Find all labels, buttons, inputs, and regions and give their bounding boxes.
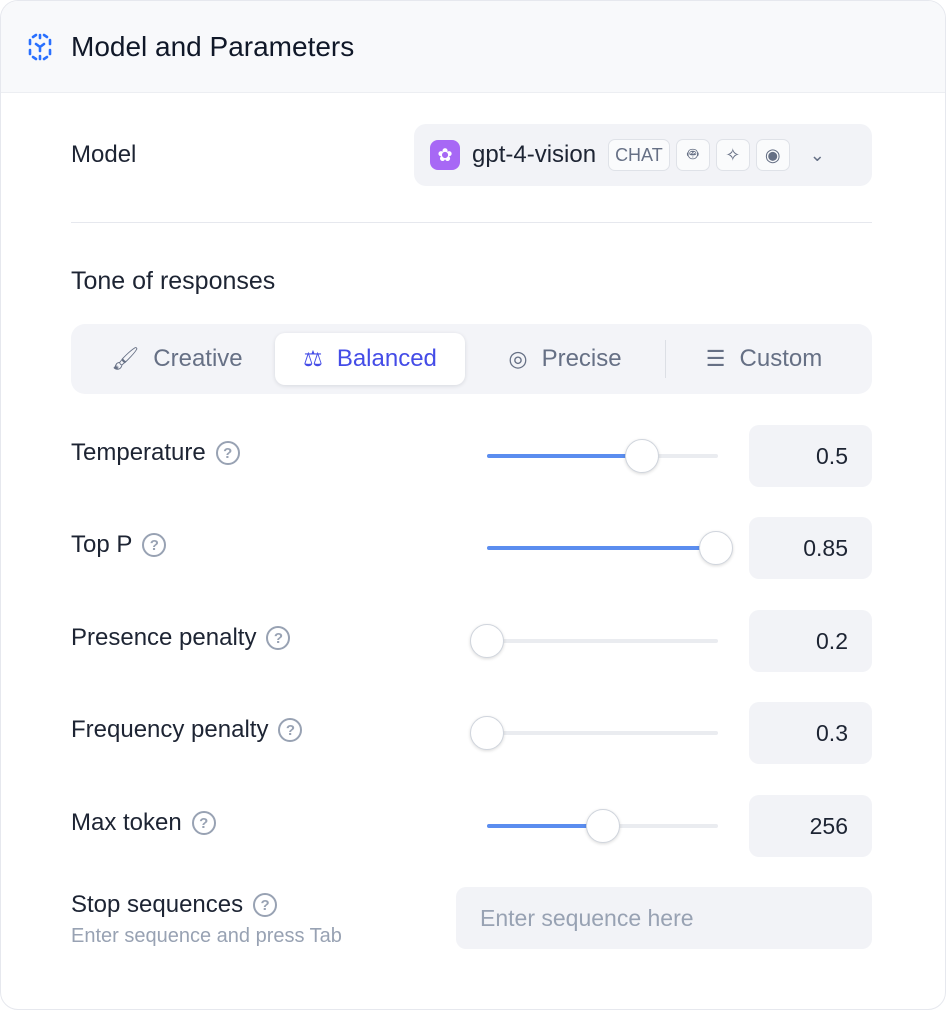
slider-thumb[interactable] [470,624,504,658]
cube-dashed-icon [28,33,52,60]
param-value-input[interactable]: 0.2 [749,610,872,672]
tab-label: Creative [153,345,243,372]
tab-separator [665,340,666,378]
help-icon[interactable]: ? [215,441,240,465]
param-row-presence-penalty: Presence penalty? 0.2 [71,610,872,672]
stop-hint: Enter sequence and press Tab [71,925,342,947]
scale-icon: ⚖︎ [303,346,323,371]
tab-custom[interactable]: ☰ Custom [666,333,862,385]
sliders-icon: ☰ [705,346,726,371]
tone-tabs: 🖌︎ Creative ⚖︎ Balanced ◎ Precise ☰ Custom [71,324,872,394]
param-row-temperature: Temperature? 0.5 [71,425,872,487]
stop-sequence-input[interactable] [456,887,872,949]
panel-header: Model and Parameters [1,1,945,93]
param-slider[interactable] [487,439,718,473]
param-label-text: Presence penalty [71,624,257,651]
chevron-down-icon[interactable]: ⌄ [809,144,825,165]
slider-thumb[interactable] [470,716,504,750]
tab-label: Precise [541,345,622,372]
target-icon: ◎ [508,346,528,371]
param-slider[interactable] [487,809,718,843]
tab-label: Custom [739,345,823,372]
brush-icon: 🖌︎ [111,346,140,371]
param-value-input[interactable]: 0.85 [749,517,872,579]
tone-title: Tone of responses [71,267,276,295]
stop-label-text: Stop sequences [71,891,244,918]
param-label-text: Top P [71,531,133,558]
eye-icon: ◉ [755,139,790,171]
param-slider[interactable] [487,531,733,565]
slider-thumb[interactable] [585,809,620,843]
stop-sequences-label: Stop sequences ? [71,891,278,919]
param-value-input[interactable]: 0.5 [749,425,872,487]
param-value-input[interactable]: 256 [749,795,872,857]
param-label-text: Temperature [71,439,206,466]
tab-balanced[interactable]: ⚖︎ Balanced [275,333,465,385]
param-label: Top P? [71,531,167,559]
param-label-text: Frequency penalty [71,716,269,743]
magic-wand-icon: ✧ [715,139,750,171]
slider-thumb[interactable] [698,531,733,565]
param-row-frequency-penalty: Frequency penalty? 0.3 [71,702,872,764]
model-label: Model [71,141,137,168]
slider-fill [487,454,642,458]
param-label: Max token? [71,809,216,837]
slider-thumb[interactable] [624,439,659,473]
model-row: Model ✿ gpt-4-vision CHAT 🤖︎ ✧ ◉ ⌄ [71,124,872,186]
help-icon[interactable]: ? [266,626,291,650]
param-value-input[interactable]: 0.3 [749,702,872,764]
tab-precise[interactable]: ◎ Precise [465,333,665,385]
slider-fill [487,824,603,828]
help-icon[interactable]: ? [142,533,167,557]
chat-badge: CHAT [608,139,670,171]
panel-title: Model and Parameters [71,30,355,62]
divider [71,222,872,223]
tab-creative[interactable]: 🖌︎ Creative [79,333,275,385]
param-label: Temperature? [71,439,240,467]
model-select[interactable]: ✿ gpt-4-vision CHAT 🤖︎ ✧ ◉ ⌄ [414,124,872,186]
help-icon[interactable]: ? [253,893,278,917]
robot-icon: 🤖︎ [675,139,710,171]
model-name: gpt-4-vision [472,141,597,168]
openai-logo-icon: ✿ [430,140,460,170]
param-slider[interactable] [470,624,718,658]
param-row-max-token: Max token? 256 [71,795,872,857]
param-slider[interactable] [470,716,718,750]
stop-sequences-row: Stop sequences ? Enter sequence and pres… [71,887,872,949]
tab-label: Balanced [336,345,437,372]
param-label: Frequency penalty? [71,716,303,744]
help-icon[interactable]: ? [278,718,303,742]
param-label: Presence penalty? [71,624,291,652]
param-row-top-p: Top P? 0.85 [71,517,872,579]
help-icon[interactable]: ? [191,811,216,835]
slider-fill [487,546,716,550]
param-label-text: Max token [71,809,182,836]
